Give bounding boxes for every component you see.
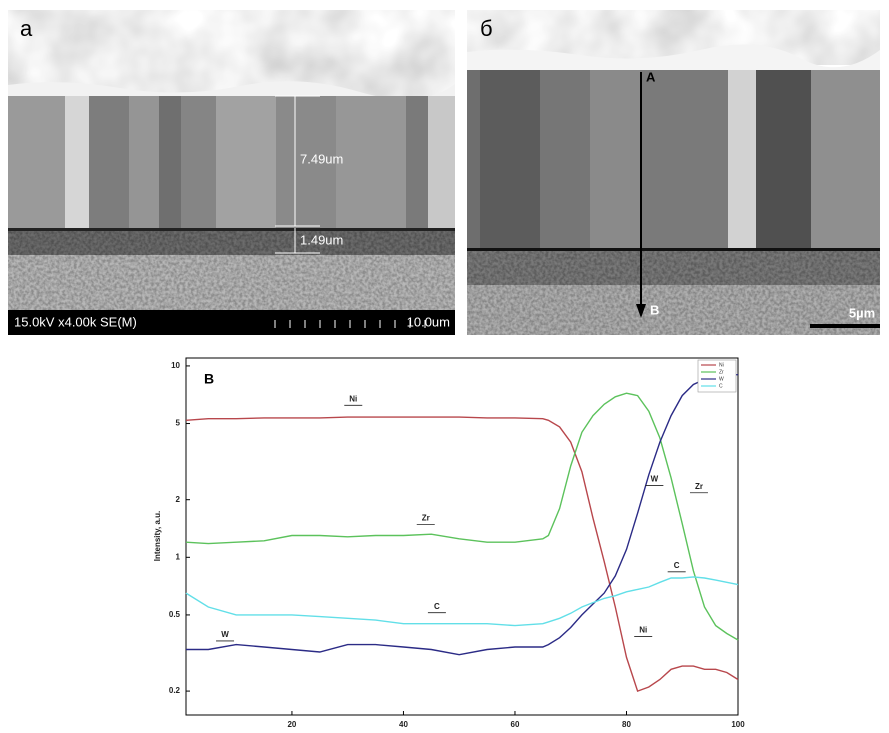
series-line	[185, 392, 739, 641]
x-tick-label: 100	[731, 720, 745, 729]
annotation: Zr	[695, 482, 703, 491]
series-line	[185, 416, 739, 693]
point-label: B	[650, 302, 659, 317]
legend-label: Zr	[719, 369, 724, 375]
x-tick-label: 40	[399, 720, 408, 729]
legend-label: C	[719, 383, 723, 389]
legend-label: W	[719, 376, 724, 382]
annotation: C	[434, 602, 440, 611]
annotation: W	[651, 475, 659, 484]
annotation: C	[674, 561, 680, 570]
annotation: W	[221, 630, 229, 639]
annotation: Ni	[639, 626, 647, 635]
y-tick-label: 0.5	[169, 610, 181, 619]
panel-label: В	[204, 371, 214, 387]
plot-frame	[185, 357, 739, 716]
chart: В Intensity, a.u. 0.2 0.5 1 2 5 10 20 40 60 80 100…	[153, 357, 745, 729]
annotation: Ni	[349, 394, 357, 403]
y-tick-label: 10	[171, 361, 180, 370]
scale-label: 5µm	[849, 305, 875, 320]
y-axis-label: Intensity, a.u.	[153, 511, 162, 562]
legend-label: Ni	[719, 362, 724, 368]
measure-label: 7.49um	[300, 151, 343, 166]
point-label: A	[646, 69, 656, 84]
x-tick-label: 60	[511, 720, 520, 729]
x-tick-label: 80	[622, 720, 631, 729]
y-tick-label: 0.2	[169, 686, 181, 695]
series-line	[186, 374, 738, 656]
sem-info: 15.0kV x4.00k SE(M)	[14, 314, 137, 329]
panel-label: б	[480, 16, 493, 41]
sem-image-b	[467, 10, 880, 335]
y-tick-label: 1	[176, 552, 181, 561]
y-tick-label: 2	[176, 495, 181, 504]
measure-label: 1.49um	[300, 232, 343, 247]
annotation: Zr	[422, 514, 430, 523]
x-tick-label: 20	[287, 720, 296, 729]
panel-label: а	[20, 16, 33, 41]
scale-label: 10.0um	[407, 314, 450, 329]
y-tick-label: 5	[176, 419, 181, 428]
sem-image-a	[8, 10, 455, 335]
series-line	[185, 576, 739, 627]
